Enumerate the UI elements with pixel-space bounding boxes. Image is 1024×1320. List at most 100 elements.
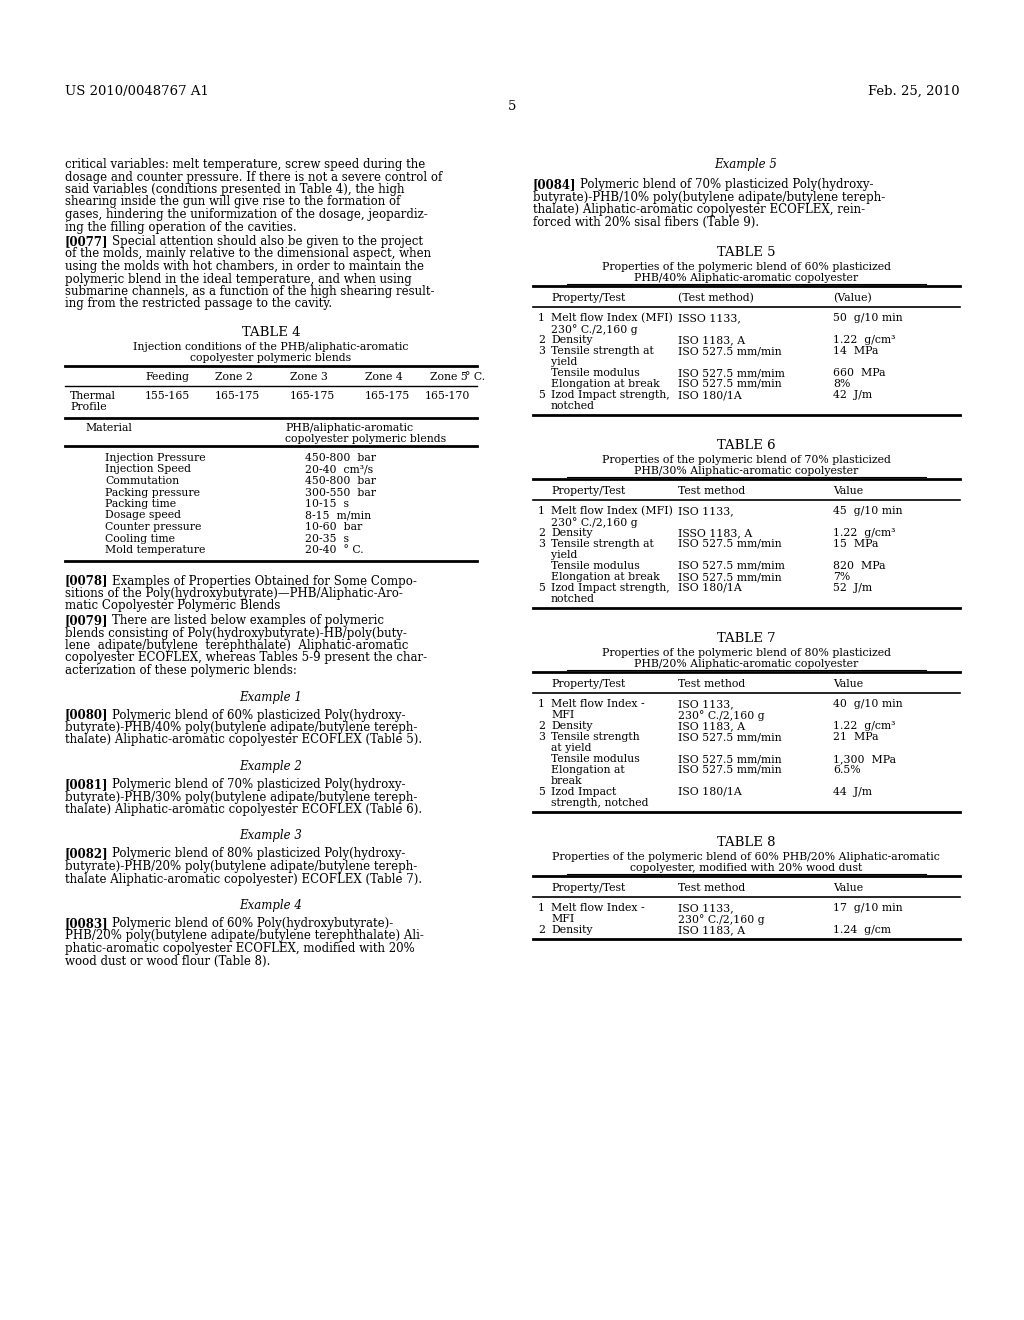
Text: Injection Pressure: Injection Pressure bbox=[105, 453, 206, 463]
Text: ISO 180/1A: ISO 180/1A bbox=[678, 583, 741, 593]
Text: ISO 1183, A: ISO 1183, A bbox=[678, 721, 745, 731]
Text: Elongation at: Elongation at bbox=[551, 766, 625, 775]
Text: Example 1: Example 1 bbox=[240, 690, 302, 704]
Text: Melt flow Index (MFI): Melt flow Index (MFI) bbox=[551, 506, 673, 516]
Text: Cooling time: Cooling time bbox=[105, 533, 175, 544]
Text: Test method: Test method bbox=[678, 486, 745, 496]
Text: thalate) Aliphatic-aromatic copolyester ECOFLEX (Table 5).: thalate) Aliphatic-aromatic copolyester … bbox=[65, 734, 422, 747]
Text: Zone 2: Zone 2 bbox=[215, 372, 253, 381]
Text: 155-165: 155-165 bbox=[145, 391, 190, 401]
Text: 820  MPa: 820 MPa bbox=[833, 561, 886, 572]
Text: wood dust or wood flour (Table 8).: wood dust or wood flour (Table 8). bbox=[65, 954, 270, 968]
Text: Izod Impact strength,: Izod Impact strength, bbox=[551, 389, 670, 400]
Text: Example 5: Example 5 bbox=[715, 158, 777, 172]
Text: [0077]: [0077] bbox=[65, 235, 109, 248]
Text: TABLE 4: TABLE 4 bbox=[242, 326, 300, 339]
Text: ISO 1133,: ISO 1133, bbox=[678, 506, 734, 516]
Text: Properties of the polymeric blend of 70% plasticized: Properties of the polymeric blend of 70%… bbox=[601, 455, 891, 465]
Text: acterization of these polymeric blends:: acterization of these polymeric blends: bbox=[65, 664, 297, 677]
Text: 2: 2 bbox=[538, 925, 545, 935]
Text: Tensile strength: Tensile strength bbox=[551, 733, 640, 742]
Text: forced with 20% sisal fibers (Table 9).: forced with 20% sisal fibers (Table 9). bbox=[534, 215, 759, 228]
Text: 1: 1 bbox=[538, 313, 545, 323]
Text: Test method: Test method bbox=[678, 678, 745, 689]
Text: butyrate)-PHB/40% poly(butylene adipate/butylene tereph-: butyrate)-PHB/40% poly(butylene adipate/… bbox=[65, 721, 418, 734]
Text: ISO 180/1A: ISO 180/1A bbox=[678, 389, 741, 400]
Text: butyrate)-PHB/30% poly(butylene adipate/butylene tereph-: butyrate)-PHB/30% poly(butylene adipate/… bbox=[65, 791, 418, 804]
Text: Izod Impact strength,: Izod Impact strength, bbox=[551, 583, 670, 593]
Text: Dosage speed: Dosage speed bbox=[105, 511, 181, 520]
Text: (Test method): (Test method) bbox=[678, 293, 754, 304]
Text: 2: 2 bbox=[538, 335, 545, 345]
Text: 165-170: 165-170 bbox=[425, 391, 470, 401]
Text: said variables (conditions presented in Table 4), the high: said variables (conditions presented in … bbox=[65, 183, 404, 195]
Text: ISO 527.5 mm/min: ISO 527.5 mm/min bbox=[678, 733, 781, 742]
Text: ing from the restricted passage to the cavity.: ing from the restricted passage to the c… bbox=[65, 297, 332, 310]
Text: Polymeric blend of 70% plasticized Poly(hydroxy-: Polymeric blend of 70% plasticized Poly(… bbox=[112, 777, 406, 791]
Text: Tensile strength at: Tensile strength at bbox=[551, 539, 653, 549]
Text: 230° C./2,160 g: 230° C./2,160 g bbox=[678, 710, 765, 721]
Text: 7%: 7% bbox=[833, 572, 850, 582]
Text: Profile: Profile bbox=[70, 403, 106, 412]
Text: ISO 527.5 mm/min: ISO 527.5 mm/min bbox=[678, 379, 781, 389]
Text: 5: 5 bbox=[538, 389, 545, 400]
Text: Tensile modulus: Tensile modulus bbox=[551, 561, 640, 572]
Text: ISO 527.5 mm/min: ISO 527.5 mm/min bbox=[678, 572, 781, 582]
Text: 20-40  cm³/s: 20-40 cm³/s bbox=[305, 465, 373, 474]
Text: ISO 180/1A: ISO 180/1A bbox=[678, 787, 741, 797]
Text: (Value): (Value) bbox=[833, 293, 871, 304]
Text: 1,300  MPa: 1,300 MPa bbox=[833, 754, 896, 764]
Text: Property/Test: Property/Test bbox=[551, 678, 626, 689]
Text: 1.22  g/cm³: 1.22 g/cm³ bbox=[833, 335, 895, 345]
Text: 21  MPa: 21 MPa bbox=[833, 733, 879, 742]
Text: PHB/20% poly(butylene adipate/butylene terephthalate) Ali-: PHB/20% poly(butylene adipate/butylene t… bbox=[65, 929, 424, 942]
Text: Properties of the polymeric blend of 60% plasticized: Properties of the polymeric blend of 60%… bbox=[601, 261, 891, 272]
Text: Tensile modulus: Tensile modulus bbox=[551, 754, 640, 764]
Text: ISO 527.5 mm/min: ISO 527.5 mm/min bbox=[678, 346, 781, 356]
Text: 42  J/m: 42 J/m bbox=[833, 389, 872, 400]
Text: ISO 527.5 mm/min: ISO 527.5 mm/min bbox=[678, 766, 781, 775]
Text: 1.22  g/cm³: 1.22 g/cm³ bbox=[833, 528, 895, 539]
Text: 1: 1 bbox=[538, 700, 545, 709]
Text: yield: yield bbox=[551, 356, 578, 367]
Text: Polymeric blend of 60% plasticized Poly(hydroxy-: Polymeric blend of 60% plasticized Poly(… bbox=[112, 709, 406, 722]
Text: TABLE 7: TABLE 7 bbox=[717, 632, 775, 645]
Text: Counter pressure: Counter pressure bbox=[105, 521, 202, 532]
Text: notched: notched bbox=[551, 594, 595, 605]
Text: 6.5%: 6.5% bbox=[833, 766, 860, 775]
Text: Izod Impact: Izod Impact bbox=[551, 787, 616, 797]
Text: Material: Material bbox=[85, 422, 132, 433]
Text: There are listed below examples of polymeric: There are listed below examples of polym… bbox=[112, 614, 384, 627]
Text: Density: Density bbox=[551, 721, 593, 731]
Text: Test method: Test method bbox=[678, 883, 745, 894]
Text: Tensile strength at: Tensile strength at bbox=[551, 346, 653, 356]
Text: 1.24  g/cm: 1.24 g/cm bbox=[833, 925, 891, 935]
Text: Example 2: Example 2 bbox=[240, 760, 302, 774]
Text: 44  J/m: 44 J/m bbox=[833, 787, 872, 797]
Text: ISO 527.5 mm/mim: ISO 527.5 mm/mim bbox=[678, 561, 784, 572]
Text: ISO 1133,: ISO 1133, bbox=[678, 903, 734, 913]
Text: 17  g/10 min: 17 g/10 min bbox=[833, 903, 902, 913]
Text: TABLE 8: TABLE 8 bbox=[717, 836, 775, 849]
Text: 450-800  bar: 450-800 bar bbox=[305, 453, 376, 463]
Text: Injection conditions of the PHB/aliphatic-aromatic: Injection conditions of the PHB/aliphati… bbox=[133, 342, 409, 352]
Text: Mold temperature: Mold temperature bbox=[105, 545, 206, 554]
Text: 8%: 8% bbox=[833, 379, 850, 389]
Text: [0082]: [0082] bbox=[65, 847, 109, 861]
Text: 230° C./2,160 g: 230° C./2,160 g bbox=[551, 517, 638, 528]
Text: 300-550  bar: 300-550 bar bbox=[305, 487, 376, 498]
Text: Melt flow Index -: Melt flow Index - bbox=[551, 903, 645, 913]
Text: 230° C./2,160 g: 230° C./2,160 g bbox=[551, 323, 638, 335]
Text: PHB/30% Aliphatic-aromatic copolyester: PHB/30% Aliphatic-aromatic copolyester bbox=[634, 466, 858, 477]
Text: 1: 1 bbox=[538, 506, 545, 516]
Text: Melt flow Index -: Melt flow Index - bbox=[551, 700, 645, 709]
Text: TABLE 6: TABLE 6 bbox=[717, 440, 775, 451]
Text: Property/Test: Property/Test bbox=[551, 486, 626, 496]
Text: 5: 5 bbox=[538, 583, 545, 593]
Text: 20-35  s: 20-35 s bbox=[305, 533, 349, 544]
Text: Feb. 25, 2010: Feb. 25, 2010 bbox=[868, 84, 961, 98]
Text: [0083]: [0083] bbox=[65, 917, 109, 931]
Text: thalate) Aliphatic-aromatic copolyester ECOFLEX, rein-: thalate) Aliphatic-aromatic copolyester … bbox=[534, 203, 865, 216]
Text: TABLE 5: TABLE 5 bbox=[717, 246, 775, 259]
Text: 3: 3 bbox=[538, 346, 545, 356]
